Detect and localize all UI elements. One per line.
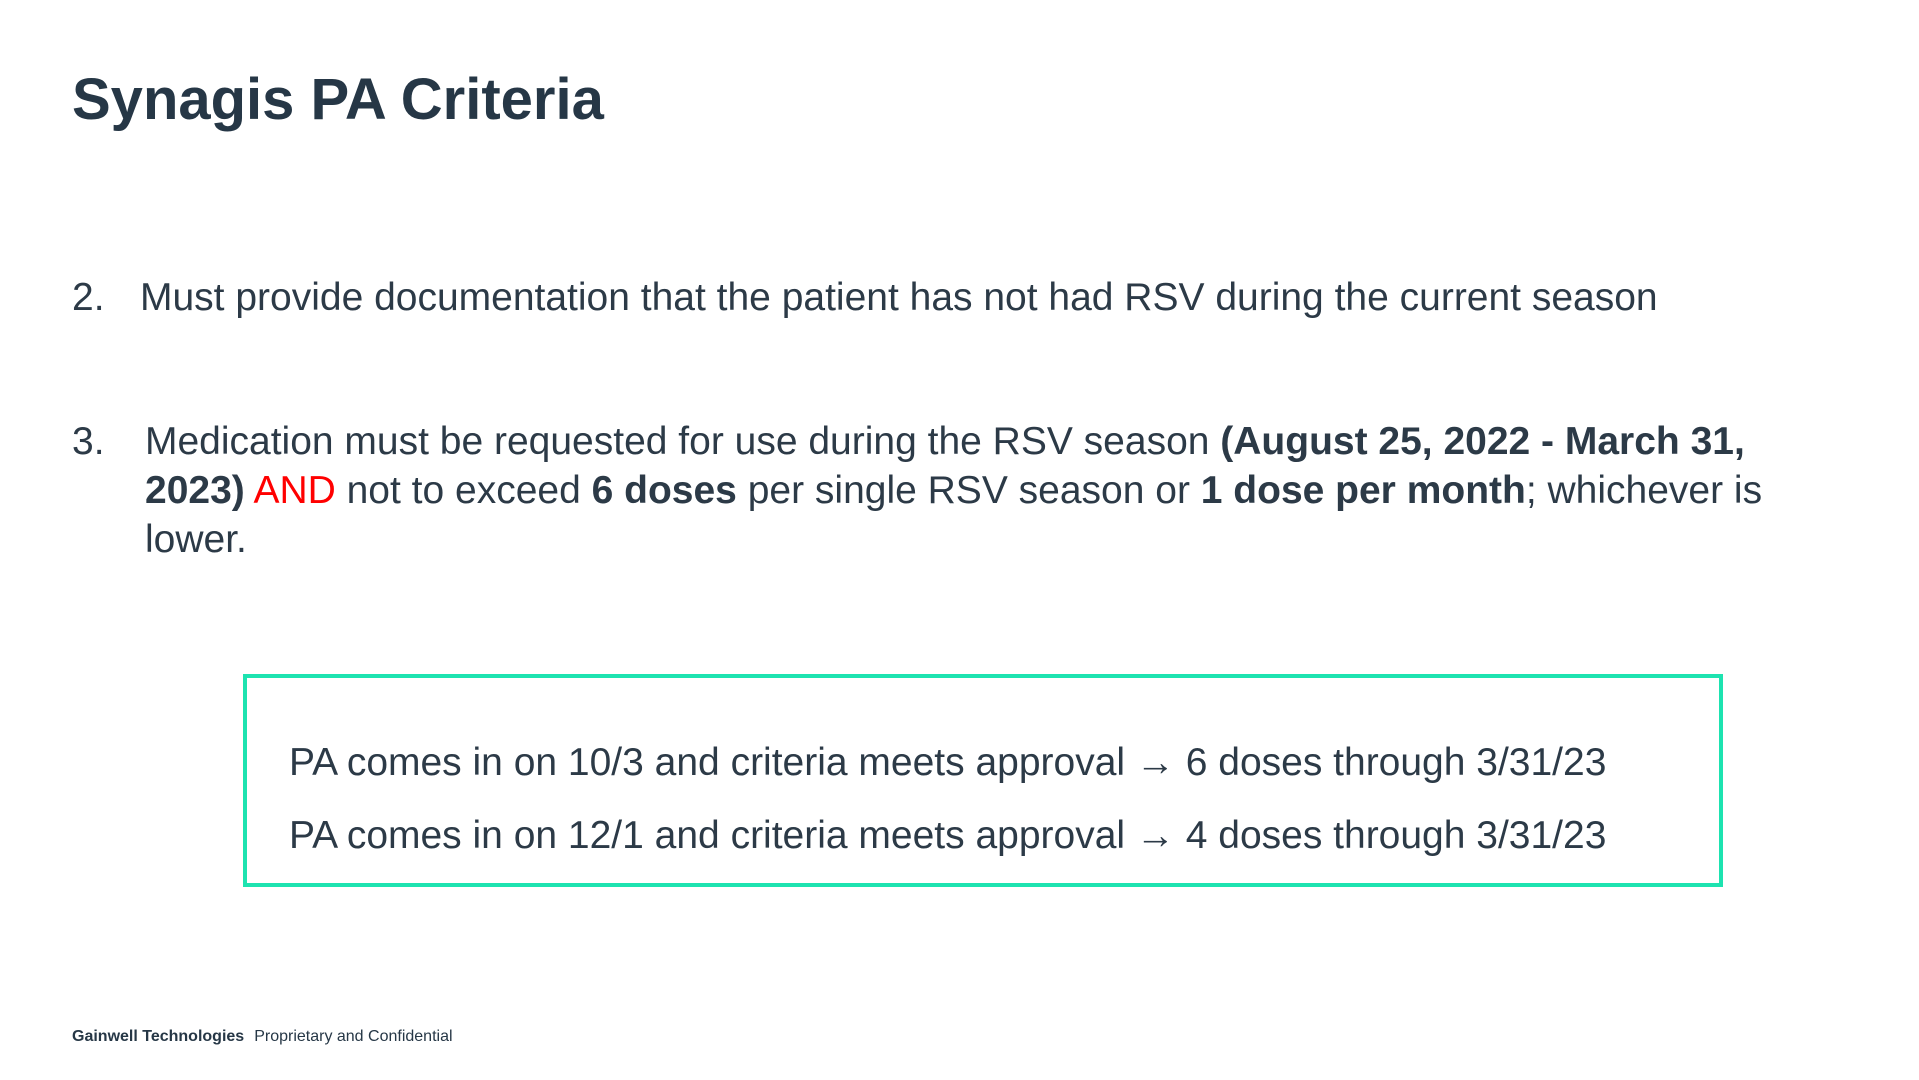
footer-note: Proprietary and Confidential xyxy=(254,1028,453,1045)
item-number: 3. xyxy=(72,420,105,463)
example-line: PA comes in on 12/1 and criteria meets a… xyxy=(289,814,1607,857)
footer-company: Gainwell Technologies xyxy=(72,1028,245,1045)
item-text: Medication must be requested for use dur… xyxy=(145,417,1905,564)
item-line-2: 2023) AND not to exceed 6 doses per sing… xyxy=(145,466,1905,515)
season-dates: (August 25, 2022 - March 31, xyxy=(1220,420,1745,463)
footer: Gainwell Technologies Proprietary and Con… xyxy=(72,1028,453,1046)
example-box: PA comes in on 10/3 and criteria meets a… xyxy=(243,674,1723,887)
item-text-plain: per single RSV season or xyxy=(736,469,1201,512)
example-line: PA comes in on 10/3 and criteria meets a… xyxy=(289,741,1607,784)
item-text-plain: ; whichever is xyxy=(1525,469,1763,512)
item-text-plain: Medication must be requested for use dur… xyxy=(145,420,1221,463)
slide-title: Synagis PA Criteria xyxy=(72,67,604,132)
item-text-plain: not to exceed xyxy=(335,469,592,512)
criteria-item-2: 2. Must provide documentation that the pa… xyxy=(72,273,1832,322)
and-emphasis: AND xyxy=(253,469,336,512)
item-text: Must provide documentation that the pati… xyxy=(140,276,1658,319)
season-dates-end: 2023) xyxy=(145,469,245,512)
dose-limit: 6 doses xyxy=(591,469,737,512)
criteria-item-3: 3. Medication must be requested for use … xyxy=(72,417,1832,564)
item-number: 2. xyxy=(72,276,105,319)
item-line-1: Medication must be requested for use dur… xyxy=(145,417,1905,466)
item-line-3: lower. xyxy=(145,518,247,561)
monthly-limit: 1 dose per month xyxy=(1200,469,1526,512)
